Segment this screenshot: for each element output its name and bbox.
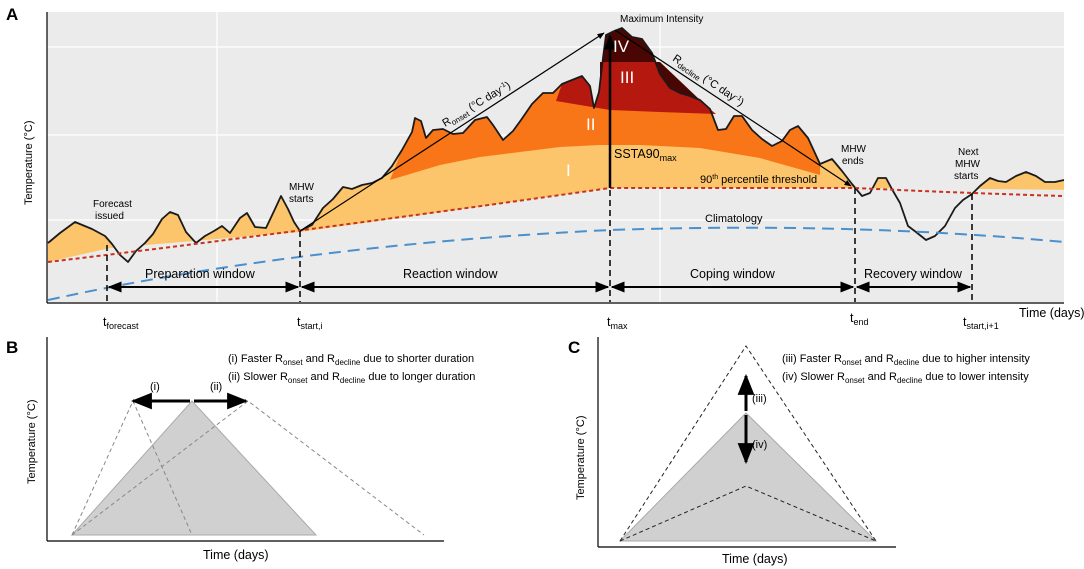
panel-b-legend-ii: (ii) Slower Ronset and Rdecline due to l… <box>228 371 475 385</box>
panel-c-dashed-triangles <box>619 345 877 542</box>
event-markers <box>106 188 973 302</box>
tick-t-start-i1: tstart,i+1 <box>963 315 999 331</box>
panel-c-baseline-triangle <box>618 412 878 542</box>
panel-c-legend-iv: (iv) Slower Ronset and Rdecline due to l… <box>782 371 1029 385</box>
next-mhw-starts-label-line3: starts <box>954 171 978 182</box>
ssta90-max-label: SSTA90max <box>614 147 677 163</box>
panel-b-legend-i: (i) Faster Ronset and Rdecline due to sh… <box>228 353 474 367</box>
mhw-starts-label-line1: MHW <box>289 182 315 193</box>
tick-t-start-i: tstart,i <box>297 315 323 331</box>
category-iv-fill <box>600 28 700 100</box>
preparation-window-label: Preparation window <box>145 267 256 281</box>
panel-b-x-axis-label: Time (days) <box>203 548 269 562</box>
climatology-line <box>47 226 1065 301</box>
temperature-series-line <box>47 27 1065 263</box>
panel-c-letter: C <box>568 338 580 357</box>
category-iii-fill <box>556 28 716 114</box>
reaction-window-label: Reaction window <box>403 267 498 281</box>
panel-b-arrow-ii-label: (ii) <box>210 381 222 393</box>
panel-c-legend-iii: (iii) Faster Ronset and Rdecline due to … <box>782 353 1030 367</box>
tick-t-end: tend <box>850 311 869 327</box>
panel-b-arrow-i-label: (i) <box>150 381 160 393</box>
category-iv-label: IV <box>613 37 630 56</box>
panel-b-y-axis-label: Temperature (°C) <box>26 400 38 484</box>
r-decline-arrow <box>614 29 852 187</box>
category-i-label: I <box>566 161 571 180</box>
r-onset-arrow <box>299 32 605 232</box>
category-iii-label: III <box>620 68 634 87</box>
forecast-issued-label-line1: Forecast <box>93 199 132 210</box>
mhw-ends-label-line1: MHW <box>841 144 867 155</box>
mhw-starts-label-line2: starts <box>289 194 313 205</box>
tick-t-max: tmax <box>607 315 628 331</box>
panel-a-y-axis-label: Temperature (°C) <box>23 121 35 205</box>
panel-c-x-axis-label: Time (days) <box>722 552 788 566</box>
forecast-issued-label-line2: issued <box>95 211 124 222</box>
climatology-label: Climatology <box>705 213 763 225</box>
panel-c-arrow-iv-label: (iv) <box>752 439 767 451</box>
threshold-line <box>47 187 1065 263</box>
panel-c-y-axis-label: Temperature (°C) <box>575 416 587 500</box>
coping-window-label: Coping window <box>690 267 776 281</box>
tick-t-forecast: tforecast <box>103 315 139 331</box>
next-mhw-starts-label-line2: MHW <box>955 159 981 170</box>
maximum-intensity-label: Maximum Intensity <box>620 14 703 25</box>
panel-a-x-axis-label: Time (days) <box>1019 306 1084 320</box>
next-mhw-starts-label-line1: Next <box>958 147 979 158</box>
recovery-window-label: Recovery window <box>864 267 963 281</box>
panel-b-baseline-triangle <box>70 400 318 536</box>
panel-b-letter: B <box>6 338 18 357</box>
threshold-label: 90th percentile threshold <box>700 174 817 186</box>
mhw-ends-label-line2: ends <box>842 156 864 167</box>
panel-c-arrow-iii-label: (iii) <box>752 393 767 405</box>
category-ii-label: II <box>586 115 595 134</box>
panel-a-letter: A <box>6 5 18 24</box>
